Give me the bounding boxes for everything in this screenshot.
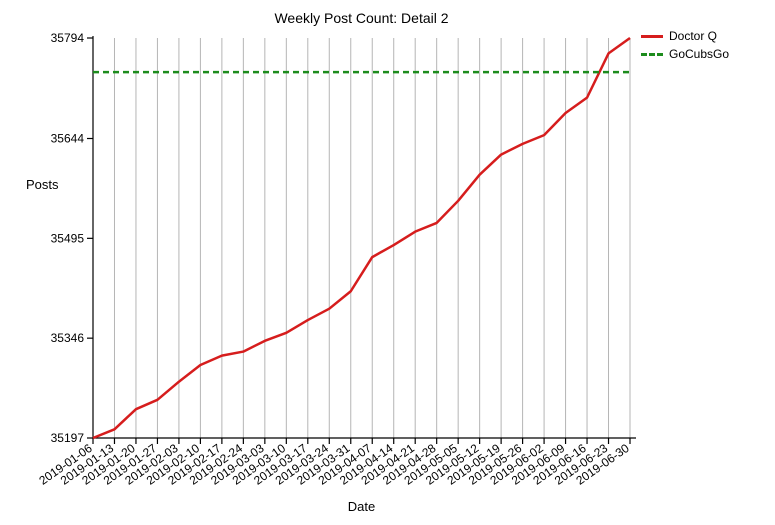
- y-tick-label-35794: 35794: [51, 31, 85, 45]
- legend-swatch-gocubsgo: [641, 52, 663, 56]
- y-tick-label-35197: 35197: [51, 431, 85, 445]
- y-tick-label-35346: 35346: [51, 331, 85, 345]
- chart-title: Weekly Post Count: Detail 2: [274, 10, 449, 26]
- legend: Doctor Q GoCubsGo: [641, 27, 729, 63]
- y-tick-label-35644: 35644: [51, 132, 85, 146]
- x-axis-label: Date: [347, 499, 376, 514]
- y-axis-label: Posts: [26, 177, 59, 192]
- legend-label-gocubsgo: GoCubsGo: [669, 47, 730, 61]
- grid-lines: [92, 38, 631, 438]
- series-line-doctor-q: [92, 36, 631, 440]
- legend-label-doctor-q: Doctor Q: [669, 29, 718, 43]
- y-tick-label-35495: 35495: [51, 231, 85, 245]
- legend-swatch-doctor-q: [641, 34, 663, 38]
- legend-item-doctor-q: Doctor Q: [641, 27, 729, 45]
- series-lines: [92, 36, 631, 440]
- legend-item-gocubsgo: GoCubsGo: [641, 45, 729, 63]
